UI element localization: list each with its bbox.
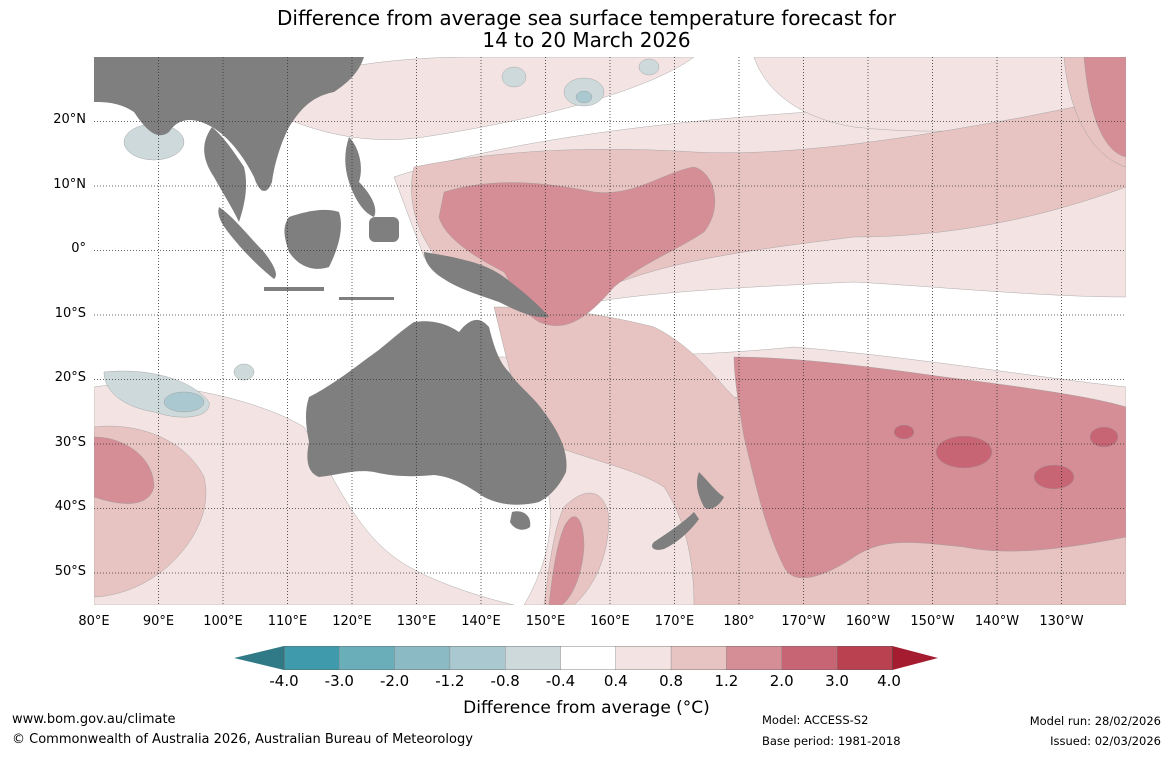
colorbar-segment-9 [726,646,782,670]
land-tasmania [510,511,531,530]
land-masses [94,57,724,550]
copyright-text: © Commonwealth of Australia 2026, Austra… [12,732,473,747]
colorbar [234,646,938,670]
lon-label-140e: 140°E [461,614,501,629]
graticule [94,57,1126,605]
colorbar-label: Difference from average (°C) [463,698,710,718]
anomaly-band-strong-warm [94,57,1126,605]
lon-label-170w: 170°W [781,614,826,629]
lat-label-10s: 10°S [54,306,86,321]
land-java [264,287,324,291]
colorbar-segment-6 [560,646,616,670]
sst-anomaly-map [94,57,1126,605]
colorbar-tick: 2.0 [769,672,794,690]
colorbar-tick: 0.8 [659,672,684,690]
lat-label-0: 0° [71,241,86,256]
issued-date: Issued: 02/03/2026 [1050,734,1161,748]
land-australia [305,319,567,505]
colorbar-segment-8 [670,646,727,670]
lon-label-130w: 130°W [1039,614,1084,629]
lat-label-50s: 50°S [54,564,86,579]
land-borneo [284,209,341,269]
land-new-guinea [424,252,549,318]
land-new-zealand-south [652,512,699,550]
land-lesser-sunda [339,297,394,300]
land-philippines [345,137,376,217]
lat-label-20s: 20°S [54,370,86,385]
model-run-date: Model run: 28/02/2026 [1029,714,1161,728]
website-link[interactable]: www.bom.gov.au/climate [12,712,176,727]
colorbar-tick: 1.2 [714,672,739,690]
colorbar-tick: 3.0 [825,672,849,690]
lon-label-130e: 130°E [396,614,437,629]
land-new-zealand-north [696,472,724,509]
colorbar-low-arrow [234,646,284,670]
lon-label-170e: 170°E [654,614,695,629]
land-southeast-asia [204,127,247,222]
lon-label-120e: 120°E [332,614,372,629]
colorbar-tick: -0.8 [490,672,520,690]
colorbar-segment-11 [836,646,893,670]
colorbar-tick: -4.0 [269,672,299,690]
colorbar-segment-5 [505,646,561,670]
lon-label-90e: 90°E [142,614,175,629]
lon-label-160w: 160°W [845,614,891,629]
colorbar-high-arrow [892,646,938,670]
colorbar-tick: -3.0 [324,672,354,690]
model-name: Model: ACCESS-S2 [762,713,869,727]
land-sumatra [218,207,276,279]
colorbar-tick: -0.4 [545,672,576,690]
colorbar-tick: -1.2 [435,672,465,690]
colorbar-segment-2 [339,646,395,670]
lat-label-40s: 40°S [54,499,86,514]
lat-label-10n: 10°N [53,177,86,192]
lon-label-140w: 140°W [974,614,1020,629]
chart-title-line-2: 14 to 20 March 2026 [482,28,691,52]
lon-label-160e: 160°E [590,614,630,629]
colorbar-tick: -2.0 [379,672,410,690]
lat-label-30s: 30°S [54,435,86,450]
colorbar-segment-3 [394,646,451,670]
lon-label-80e: 80°E [78,614,110,629]
lon-label-150e: 150°E [525,614,566,629]
land-asia [94,57,364,192]
anomaly-patches-cool [103,58,660,418]
lon-label-110e: 110°E [267,614,308,629]
colorbar-segment-4 [449,646,506,670]
land-sulawesi [369,217,399,242]
lon-label-100e: 100°E [203,614,243,629]
colorbar-tick: 0.4 [603,672,628,690]
chart-title-line-1: Difference from average sea surface temp… [276,6,896,30]
colorbar-segment-10 [781,646,838,670]
lon-label-180: 180° [723,614,755,629]
lon-label-150w: 150°W [910,614,955,629]
lat-label-20n: 20°N [53,112,86,127]
colorbar-tick: 4.0 [877,672,901,690]
colorbar-segment-7 [615,646,672,670]
colorbar-segment-1 [283,646,340,670]
base-period: Base period: 1981-2018 [762,734,901,748]
